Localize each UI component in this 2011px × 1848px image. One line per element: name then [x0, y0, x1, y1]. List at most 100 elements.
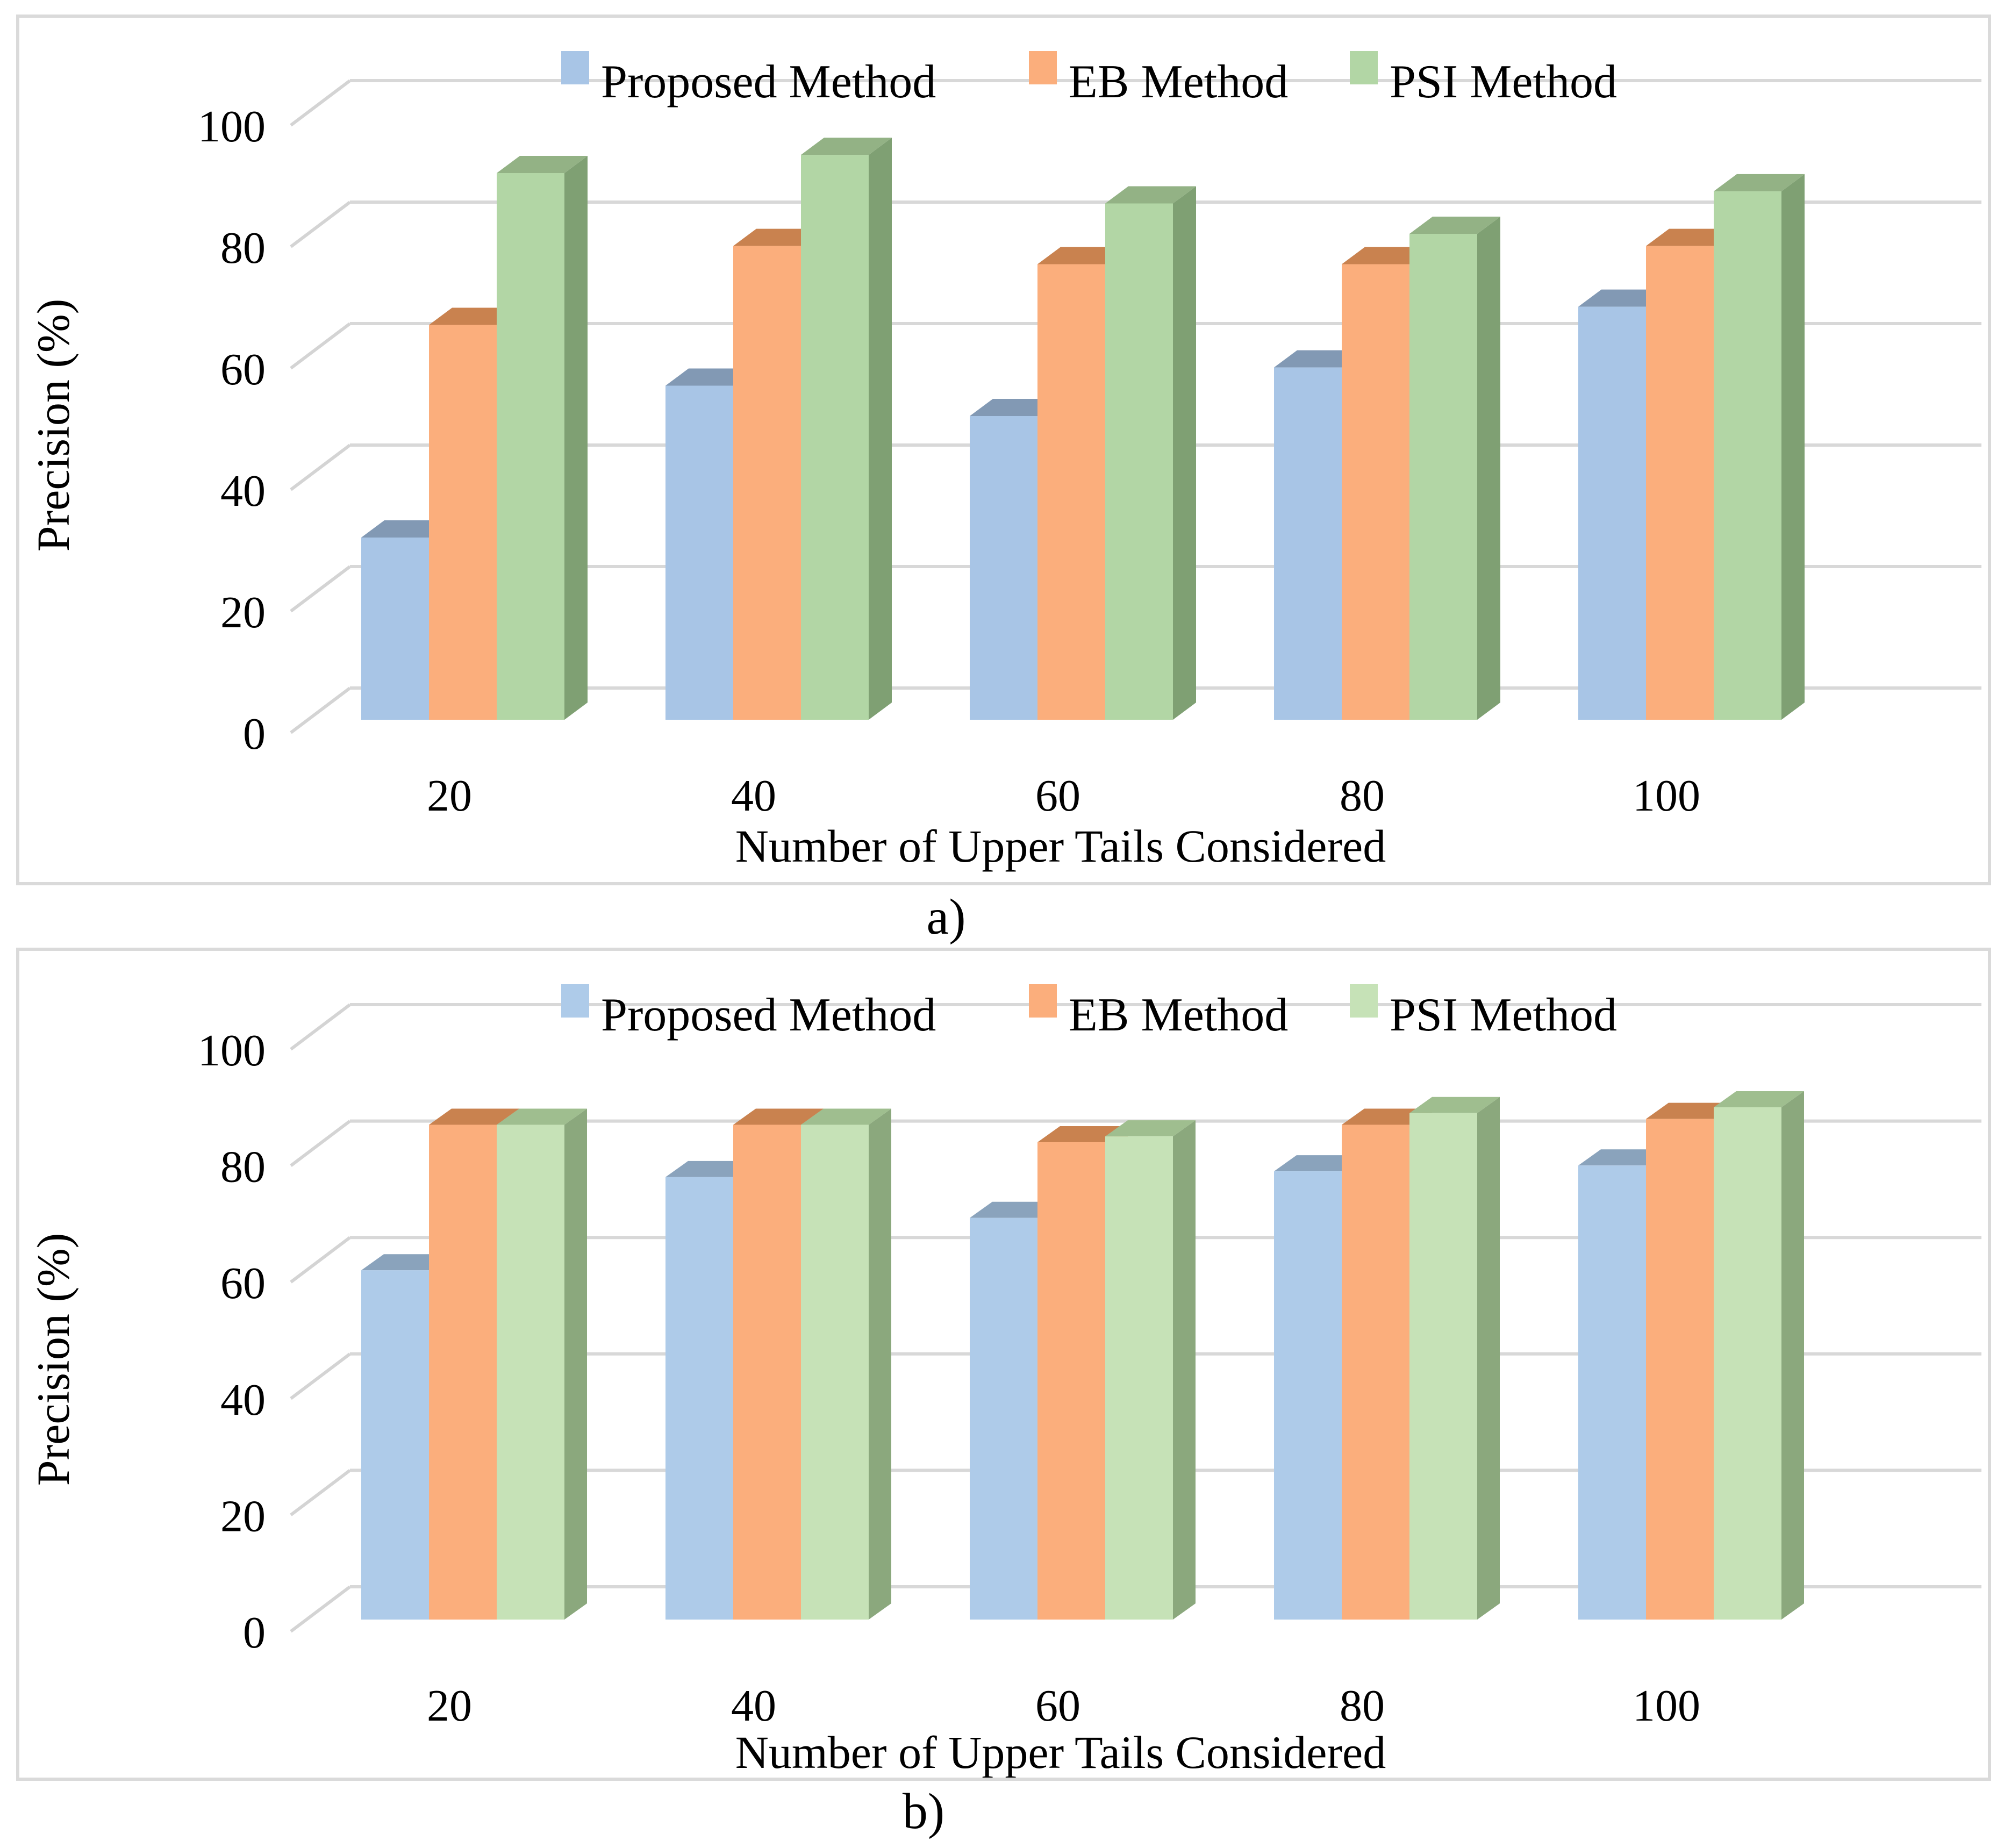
bar-chart-b: 0 20 40 60 80 100 20 40 60 80 100 Number of Upper T… [27, 984, 1981, 1778]
legend-item-eb-method: EB Method [1029, 51, 1288, 108]
x-tick-label: 80 [1340, 1681, 1385, 1731]
x-tick-label: 40 [731, 1681, 776, 1731]
legend-swatch [561, 51, 589, 84]
chart-panel-a: 0 20 40 60 80 100 20 40 60 80 100 Number of Upper T… [16, 15, 1991, 885]
bar-proposed-method-40 [665, 1177, 733, 1620]
legend-item-psi-method: PSI Method [1350, 51, 1617, 108]
y-tick-label: 20 [220, 588, 266, 638]
bar-eb-method-80 [1342, 1124, 1409, 1620]
y-tick-label: 0 [243, 1608, 266, 1658]
x-tick-label: 60 [1035, 771, 1080, 821]
bar-psi-method-60 [1105, 1136, 1173, 1620]
legend-swatch [1029, 984, 1057, 1018]
y-tick-label: 60 [220, 345, 266, 395]
bar-proposed-method-80 [1274, 367, 1342, 720]
bar-proposed-method-100 [1578, 306, 1646, 720]
bar-proposed-method-80 [1274, 1171, 1342, 1620]
bar-psi-method-20 [497, 173, 564, 720]
y-tick-connector [290, 322, 351, 370]
bar-psi-method-40-side [869, 1108, 891, 1620]
x-axis-title: Number of Upper Tails Considered [735, 1727, 1386, 1778]
bar-psi-method-80 [1409, 234, 1477, 720]
y-tick-label: 100 [198, 1026, 266, 1076]
y-tick-label: 100 [198, 102, 266, 152]
axis-labels-layer: 0 20 40 60 80 100 20 40 60 80 100 Number of Upper T… [27, 102, 1700, 872]
legend: Proposed Method EB Method PSI Method [561, 984, 1617, 1041]
y-tick-label: 0 [243, 709, 266, 759]
axis-labels-layer: 0 20 40 60 80 100 20 40 60 80 100 Number of Upper T… [27, 1026, 1700, 1778]
bar-psi-method-80-top [1409, 217, 1500, 234]
y-tick-connector [290, 1469, 351, 1516]
bar-psi-method-60-top [1105, 186, 1196, 204]
y-tick-connector [290, 443, 351, 491]
bar-eb-method-100 [1646, 246, 1714, 720]
bar-psi-method-80 [1409, 1113, 1477, 1620]
legend-label: PSI Method [1390, 989, 1617, 1041]
legend-swatch [1350, 984, 1378, 1018]
y-tick-label: 80 [220, 1142, 266, 1192]
x-tick-label: 100 [1633, 1681, 1700, 1731]
bar-psi-method-20 [497, 1124, 564, 1620]
bar-psi-method-100-side [1781, 1091, 1804, 1620]
bar-eb-method-80 [1342, 264, 1409, 720]
bar-chart-a: 0 20 40 60 80 100 20 40 60 80 100 Number of Upper T… [27, 51, 1981, 872]
y-tick-connector [290, 1003, 351, 1051]
bar-psi-method-80-side [1477, 217, 1500, 720]
legend-swatch [1350, 51, 1378, 84]
bar-eb-method-100 [1646, 1119, 1714, 1620]
bar-psi-method-20-side [564, 1108, 587, 1620]
bar-eb-method-40 [733, 246, 801, 720]
bar-psi-method-40 [801, 1124, 869, 1620]
y-tick-connector [290, 79, 351, 127]
legend-item-psi-method: PSI Method [1350, 984, 1617, 1041]
bars-layer [361, 138, 1805, 720]
y-tick-connector [290, 565, 351, 613]
y-tick-label: 40 [220, 466, 266, 516]
x-tick-label: 80 [1340, 771, 1385, 821]
bar-psi-method-80-side [1477, 1097, 1500, 1620]
bar-eb-method-20-top [429, 1108, 519, 1125]
bar-psi-method-100-top [1714, 174, 1805, 191]
bar-psi-method-60-side [1173, 1120, 1196, 1620]
bar-eb-method-40 [733, 1124, 801, 1620]
y-tick-connector [290, 1585, 351, 1633]
bar-psi-method-80-top [1409, 1097, 1500, 1113]
legend: Proposed Method EB Method PSI Method [561, 51, 1617, 108]
y-tick-connector [290, 686, 351, 734]
bar-psi-method-100 [1714, 191, 1781, 720]
bar-proposed-method-20 [361, 1270, 429, 1620]
bar-psi-method-20-top [497, 1108, 587, 1125]
bar-psi-method-100 [1714, 1107, 1781, 1620]
y-tick-label: 20 [220, 1491, 266, 1541]
panel-caption-b: b) [902, 1783, 945, 1839]
bar-eb-method-40-top [733, 1108, 824, 1125]
y-tick-connector [290, 1120, 351, 1167]
bar-psi-method-60-top [1105, 1120, 1196, 1137]
bar-proposed-method-100 [1578, 1165, 1646, 1620]
x-tick-label: 100 [1633, 771, 1700, 821]
bar-eb-method-60 [1037, 264, 1105, 720]
bar-eb-method-20 [429, 1124, 497, 1620]
bar-proposed-method-60 [970, 416, 1037, 720]
legend-label: EB Method [1069, 56, 1288, 108]
y-axis-title: Precision (%) [27, 1233, 79, 1486]
bar-proposed-method-60 [970, 1217, 1037, 1620]
x-tick-label: 20 [427, 771, 472, 821]
legend-label: Proposed Method [601, 56, 936, 108]
bar-proposed-method-40 [665, 385, 733, 720]
bars-layer [361, 1091, 1804, 1620]
y-tick-label: 60 [220, 1258, 266, 1308]
bar-psi-method-40 [801, 155, 869, 720]
legend-item-eb-method: EB Method [1029, 984, 1288, 1041]
bar-eb-method-60 [1037, 1142, 1105, 1620]
bar-psi-method-40-top [801, 138, 892, 155]
legend-item-proposed-method: Proposed Method [561, 984, 936, 1041]
y-tick-connector [290, 1352, 351, 1400]
x-axis-title: Number of Upper Tails Considered [735, 820, 1386, 872]
legend-swatch [1029, 51, 1057, 84]
bar-psi-method-100-top [1714, 1091, 1804, 1107]
y-tick-label: 40 [220, 1375, 266, 1425]
y-axis-title: Precision (%) [27, 299, 79, 551]
panel-caption-a: a) [926, 889, 966, 945]
bar-eb-method-20 [429, 325, 497, 720]
